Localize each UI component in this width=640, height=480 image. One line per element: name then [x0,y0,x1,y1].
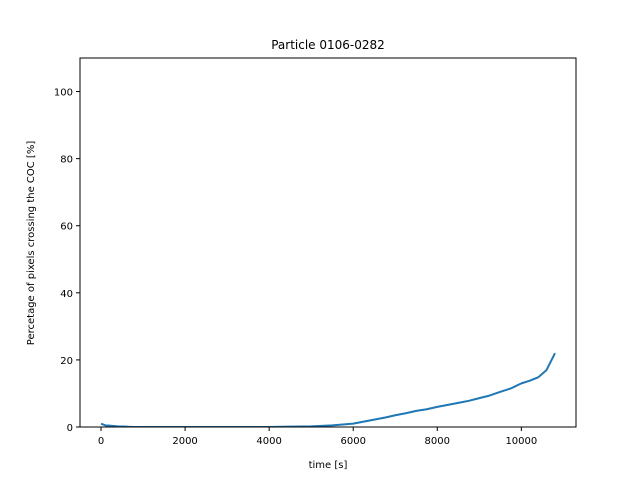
plot-layer [100,352,556,427]
x-tick-label: 4000 [256,436,281,447]
x-tick-label: 6000 [340,436,365,447]
series-line-0 [100,352,556,427]
x-axis-label: time [s] [309,460,348,471]
x-tick-label: 0 [98,436,104,447]
y-tick-label: 80 [60,155,73,166]
axes-frame [79,57,577,428]
x-tick-label: 2000 [172,436,197,447]
x-tick-label: 10000 [505,436,537,447]
chart-title: Particle 0106-0282 [271,38,385,52]
y-axis-label: Percetage of pixels crossing the COC [%] [26,141,37,346]
y-tick-label: 100 [54,88,73,99]
y-tick-label: 20 [60,356,73,367]
axes-layer: 0 2000 4000 6000 8000 10000 0 20 40 60 80 100 [54,57,577,447]
y-tick-label: 0 [67,423,73,434]
y-tick-label: 60 [60,222,73,233]
x-tick-label: 8000 [425,436,450,447]
y-tick-label: 40 [60,289,73,300]
